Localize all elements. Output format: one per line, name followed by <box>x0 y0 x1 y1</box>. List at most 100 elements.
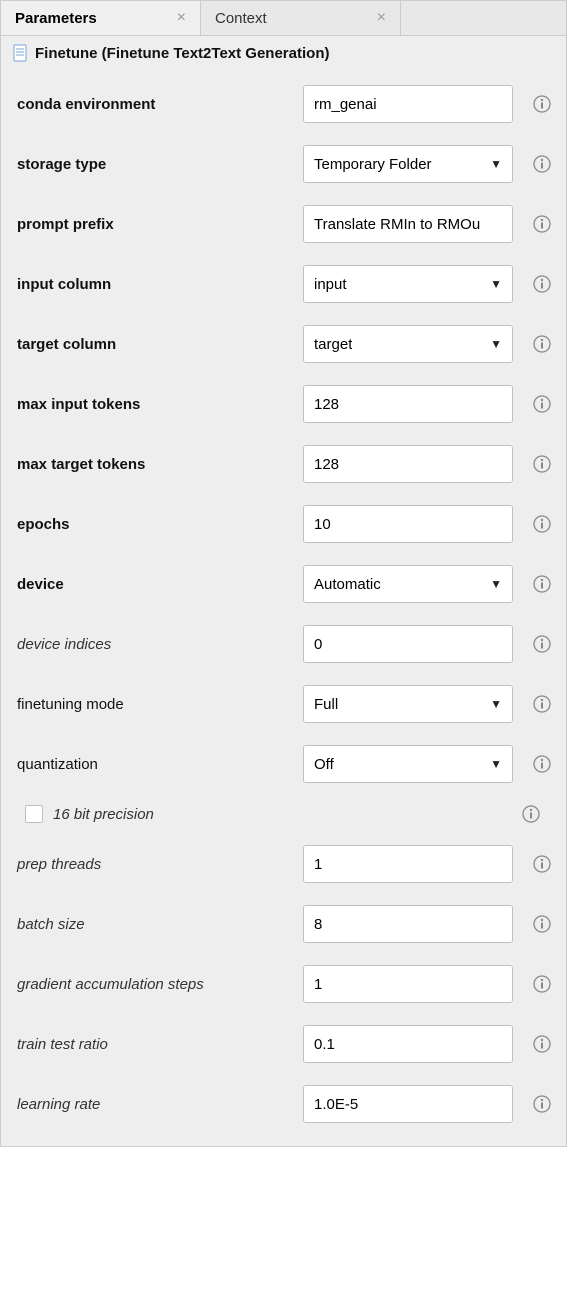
tab-context[interactable]: Context × <box>201 1 401 35</box>
storage-type-select[interactable]: Temporary Folder ▼ <box>303 145 513 183</box>
input-column-select[interactable]: input ▼ <box>303 265 513 303</box>
train-test-ratio-input[interactable] <box>303 1025 513 1063</box>
param-label: finetuning mode <box>13 696 303 713</box>
sixteen-bit-precision-label: 16 bit precision <box>53 806 154 823</box>
conda-environment-text[interactable] <box>314 96 502 113</box>
param-label: quantization <box>13 756 303 773</box>
info-icon[interactable] <box>530 215 554 233</box>
max-target-tokens-input[interactable] <box>303 445 513 483</box>
finetuning-mode-select[interactable]: Full ▼ <box>303 685 513 723</box>
learning-rate-input[interactable] <box>303 1085 513 1123</box>
param-row-conda-environment: conda environment <box>13 74 554 134</box>
info-icon[interactable] <box>530 975 554 993</box>
info-icon[interactable] <box>530 335 554 353</box>
param-label: device <box>13 576 303 593</box>
device-value: Automatic <box>314 576 381 593</box>
epochs-text[interactable] <box>314 516 502 533</box>
param-label: max target tokens <box>13 456 303 473</box>
info-icon[interactable] <box>530 635 554 653</box>
tab-parameters-label: Parameters <box>15 10 97 27</box>
learning-rate-text[interactable] <box>314 1096 502 1113</box>
batch-size-text[interactable] <box>314 916 502 933</box>
finetuning-mode-value: Full <box>314 696 338 713</box>
param-label: prep threads <box>13 856 303 873</box>
operator-title: Finetune (Finetune Text2Text Generation) <box>35 45 329 62</box>
param-row-finetuning-mode: finetuning mode Full ▼ <box>13 674 554 734</box>
gradient-accumulation-steps-input[interactable] <box>303 965 513 1003</box>
param-row-prompt-prefix: prompt prefix <box>13 194 554 254</box>
prep-threads-text[interactable] <box>314 856 502 873</box>
close-icon[interactable]: × <box>377 9 386 27</box>
sixteen-bit-precision-checkbox[interactable] <box>25 805 43 823</box>
info-icon[interactable] <box>530 275 554 293</box>
param-row-prep-threads: prep threads <box>13 834 554 894</box>
chevron-down-icon: ▼ <box>490 757 502 771</box>
close-icon[interactable]: × <box>177 9 186 27</box>
max-target-tokens-text[interactable] <box>314 456 502 473</box>
device-select[interactable]: Automatic ▼ <box>303 565 513 603</box>
param-row-target-column: target column target ▼ <box>13 314 554 374</box>
info-icon[interactable] <box>530 515 554 533</box>
target-column-select[interactable]: target ▼ <box>303 325 513 363</box>
chevron-down-icon: ▼ <box>490 337 502 351</box>
param-label: input column <box>13 276 303 293</box>
info-icon[interactable] <box>530 395 554 413</box>
info-icon[interactable] <box>530 95 554 113</box>
max-input-tokens-text[interactable] <box>314 396 502 413</box>
chevron-down-icon: ▼ <box>490 157 502 171</box>
operator-header: Finetune (Finetune Text2Text Generation) <box>1 36 566 72</box>
conda-environment-input[interactable] <box>303 85 513 123</box>
info-icon[interactable] <box>530 695 554 713</box>
param-label: device indices <box>13 636 303 653</box>
param-row-device-indices: device indices <box>13 614 554 674</box>
param-row-device: device Automatic ▼ <box>13 554 554 614</box>
device-indices-input[interactable] <box>303 625 513 663</box>
info-icon[interactable] <box>530 455 554 473</box>
tab-context-label: Context <box>215 10 267 27</box>
param-label: target column <box>13 336 303 353</box>
parameter-list: conda environment storage type Temporary… <box>1 72 566 1146</box>
param-row-quantization: quantization Off ▼ <box>13 734 554 794</box>
param-label: conda environment <box>13 96 303 113</box>
chevron-down-icon: ▼ <box>490 577 502 591</box>
info-icon[interactable] <box>530 155 554 173</box>
param-row-input-column: input column input ▼ <box>13 254 554 314</box>
param-row-train-test-ratio: train test ratio <box>13 1014 554 1074</box>
tab-bar: Parameters × Context × <box>1 1 566 36</box>
info-icon[interactable] <box>530 855 554 873</box>
info-icon[interactable] <box>530 755 554 773</box>
param-row-16-bit-precision: 16 bit precision <box>13 794 554 834</box>
param-label: epochs <box>13 516 303 533</box>
param-row-gradient-accumulation-steps: gradient accumulation steps <box>13 954 554 1014</box>
storage-type-value: Temporary Folder <box>314 156 432 173</box>
info-icon[interactable] <box>530 575 554 593</box>
target-column-value: target <box>314 336 352 353</box>
prompt-prefix-input[interactable] <box>303 205 513 243</box>
train-test-ratio-text[interactable] <box>314 1036 502 1053</box>
param-row-batch-size: batch size <box>13 894 554 954</box>
chevron-down-icon: ▼ <box>490 697 502 711</box>
prep-threads-input[interactable] <box>303 845 513 883</box>
param-label: batch size <box>13 916 303 933</box>
param-row-max-target-tokens: max target tokens <box>13 434 554 494</box>
gradient-accumulation-steps-text[interactable] <box>314 976 502 993</box>
tab-parameters[interactable]: Parameters × <box>1 1 201 35</box>
info-icon[interactable] <box>530 1095 554 1113</box>
prompt-prefix-text[interactable] <box>314 216 502 233</box>
info-icon[interactable] <box>530 1035 554 1053</box>
quantization-value: Off <box>314 756 334 773</box>
info-icon[interactable] <box>530 915 554 933</box>
chevron-down-icon: ▼ <box>490 277 502 291</box>
max-input-tokens-input[interactable] <box>303 385 513 423</box>
batch-size-input[interactable] <box>303 905 513 943</box>
input-column-value: input <box>314 276 347 293</box>
param-label: train test ratio <box>13 1036 303 1053</box>
device-indices-text[interactable] <box>314 636 502 653</box>
param-label: learning rate <box>13 1096 303 1113</box>
info-icon[interactable] <box>519 805 543 823</box>
param-label: prompt prefix <box>13 216 303 233</box>
document-icon <box>13 44 29 62</box>
param-row-learning-rate: learning rate <box>13 1074 554 1134</box>
quantization-select[interactable]: Off ▼ <box>303 745 513 783</box>
epochs-input[interactable] <box>303 505 513 543</box>
